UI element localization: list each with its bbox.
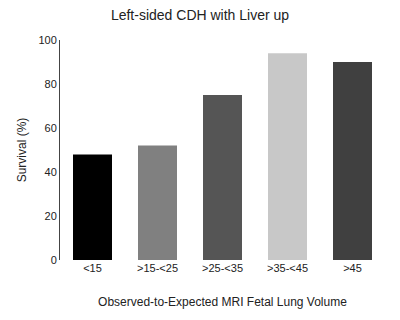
- svg-text:40: 40: [45, 166, 57, 178]
- svg-text:Survival (%): Survival (%): [15, 118, 29, 183]
- svg-text:Observed-to-Expected MRI Fetal: Observed-to-Expected MRI Fetal Lung Volu…: [98, 295, 347, 309]
- svg-text:80: 80: [45, 78, 57, 90]
- svg-text:20: 20: [45, 210, 57, 222]
- svg-text:>35-<45: >35-<45: [267, 262, 308, 274]
- svg-text:>25-<35: >25-<35: [202, 262, 243, 274]
- svg-text:>15-<25: >15-<25: [137, 262, 178, 274]
- svg-text:>45: >45: [343, 262, 362, 274]
- svg-text:Left-sided CDH with Liver up: Left-sided CDH with Liver up: [111, 7, 289, 23]
- svg-text:100: 100: [38, 34, 56, 46]
- svg-text:60: 60: [45, 122, 57, 134]
- svg-text:<15: <15: [83, 262, 102, 274]
- svg-text:0: 0: [51, 254, 57, 266]
